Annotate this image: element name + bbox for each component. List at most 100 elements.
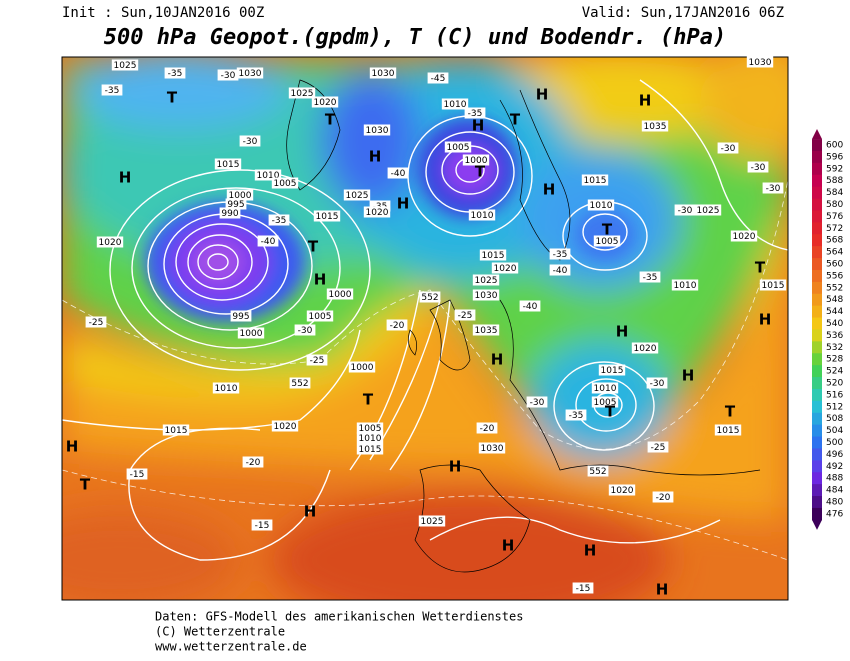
colorbar-label: 572 (826, 224, 843, 234)
label-box (472, 274, 500, 286)
label-box (674, 204, 696, 216)
label-box (549, 248, 571, 260)
colorbar-label: 580 (826, 200, 843, 210)
contour-label: -25 (89, 318, 104, 328)
contour-label: 1010 (257, 171, 280, 181)
label-box (242, 456, 264, 468)
contour-label: -40 (523, 302, 538, 312)
pressure-center: H (502, 537, 515, 555)
contour-label: 1005 (447, 143, 470, 153)
label-box (356, 443, 384, 455)
contour-label: 1015 (584, 176, 607, 186)
colorbar-cap-bottom (812, 519, 822, 530)
contour-label: 1010 (594, 384, 617, 394)
colorbar-label: 532 (826, 343, 843, 353)
contour-label: 1005 (274, 179, 297, 189)
label-box (111, 59, 139, 71)
contour-label: -35 (468, 109, 483, 119)
colorbar-label: 564 (826, 248, 843, 258)
colorbar-label: 500 (826, 438, 843, 448)
label-box (593, 235, 621, 247)
pressure-center: H (314, 271, 327, 289)
contour-label: 1015 (601, 366, 624, 376)
label-box (306, 310, 334, 322)
contour-label: 1035 (475, 326, 498, 336)
contour-label: 1000 (329, 290, 352, 300)
footer-source: Daten: GFS-Modell des amerikanischen Wet… (155, 610, 523, 624)
pressure-center: H (66, 438, 79, 456)
label-box (491, 262, 519, 274)
contour-label: 1005 (359, 424, 382, 434)
colorbar-label: 524 (826, 367, 843, 377)
label-box (572, 582, 594, 594)
colorbar-swatch (812, 210, 822, 223)
label-box (631, 342, 659, 354)
contour-label: -30 (678, 206, 693, 216)
colorbar-swatch (812, 246, 822, 259)
label-box (214, 158, 242, 170)
contour-label: 1025 (346, 191, 369, 201)
colorbar-label: 568 (826, 236, 843, 246)
colorbar-swatch (812, 377, 822, 390)
contour-label: -45 (431, 74, 446, 84)
colorbar-swatch (812, 198, 822, 211)
pressure-center: T (475, 163, 486, 181)
label-box (441, 98, 469, 110)
contour-label: -30 (766, 184, 781, 194)
pressure-center: H (536, 86, 549, 104)
pressure-center: H (449, 458, 462, 476)
contour-label: 1025 (421, 517, 444, 527)
pressure-center: T (80, 476, 91, 494)
contour-label: -20 (246, 458, 261, 468)
label-box (565, 409, 587, 421)
contour-label: 1030 (372, 69, 395, 79)
pressure-center: H (616, 323, 629, 341)
label-box (85, 316, 107, 328)
colorbar-label: 560 (826, 260, 843, 270)
label-box (230, 310, 252, 322)
contour-label: 1015 (165, 426, 188, 436)
pressure-center: T (605, 403, 616, 421)
colorbar-label: 592 (826, 164, 843, 174)
colorbar-label: 520 (826, 379, 843, 389)
label-box (164, 67, 186, 79)
colorbar-label: 584 (826, 188, 843, 198)
contour-label: 995 (232, 312, 249, 322)
colorbar-cap-top (812, 129, 822, 140)
colorbar-swatch (812, 448, 822, 461)
contour-label: 1030 (749, 58, 772, 68)
colorbar-label: 508 (826, 414, 843, 424)
contour-label: 1020 (274, 422, 297, 432)
contour-label: 1025 (114, 61, 137, 71)
colorbar-swatch (812, 436, 822, 449)
contour-label: 1000 (240, 329, 263, 339)
label-box (101, 84, 123, 96)
contour-label: -35 (272, 216, 287, 226)
contour-label: -35 (643, 273, 658, 283)
contour-label: 1010 (359, 434, 382, 444)
label-box (591, 382, 619, 394)
pressure-center: H (584, 542, 597, 560)
contour-label: 552 (291, 379, 308, 389)
colorbar-swatch (812, 269, 822, 283)
contour-label: 1015 (217, 160, 240, 170)
contour-label: -15 (255, 521, 270, 531)
contour-label: 995 (227, 200, 244, 210)
label-box (369, 200, 391, 212)
label-box (454, 309, 476, 321)
contour-label: 1010 (215, 384, 238, 394)
colorbar-swatch (812, 472, 822, 485)
pressure-center: T (755, 259, 766, 277)
label-box (639, 271, 661, 283)
label-box (598, 364, 626, 376)
pressure-center: T (602, 221, 613, 239)
colorbar-swatch (812, 174, 822, 188)
contour-label: 1010 (444, 100, 467, 110)
contour-label: -35 (105, 86, 120, 96)
contour-label: 1015 (316, 212, 339, 222)
label-box (386, 319, 408, 331)
label-box (271, 177, 299, 189)
contour-label: 1025 (291, 89, 314, 99)
contour-label: -20 (480, 424, 495, 434)
contour-label: -40 (391, 169, 406, 179)
